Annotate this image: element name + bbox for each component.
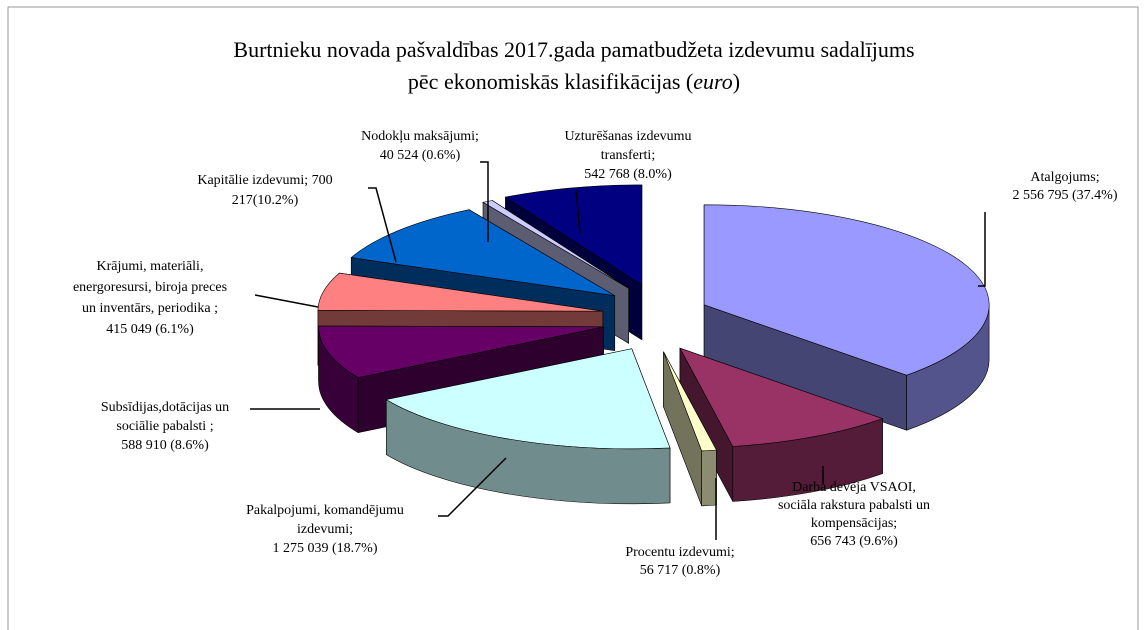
data-label: Nodokļu maksājumi;	[361, 129, 479, 144]
data-label: kompensācijas;	[811, 516, 897, 531]
data-label: Procentu izdevumi;	[625, 545, 734, 560]
pie-slice	[350, 209, 615, 296]
pie-slice	[504, 184, 643, 286]
data-label: 1 275 039 (18.7%)	[273, 541, 378, 556]
data-label: 415 049 (6.1%)	[106, 322, 194, 337]
data-label: Kapitālie izdevumi; 700	[197, 173, 332, 188]
pie-slice	[663, 351, 717, 452]
data-label: Subsīdijas,dotācijas un	[101, 400, 229, 415]
data-label: energoresursi, biroja preces	[73, 280, 227, 295]
leader-line	[978, 212, 986, 287]
chart-title: pēc ekonomiskās klasifikācijas (euro)	[408, 69, 740, 94]
chart-title-part: )	[733, 69, 740, 94]
data-label: 40 524 (0.6%)	[380, 148, 461, 163]
data-label: 217(10.2%)	[232, 193, 299, 208]
data-label: 542 768 (8.0%)	[584, 167, 672, 182]
data-label: Darba devēja VSAOI,	[792, 480, 916, 495]
data-label: un inventārs, periodika ;	[82, 301, 218, 316]
data-label: 588 910 (8.6%)	[121, 438, 209, 453]
data-label: Pakalpojumi, komandējumu	[246, 503, 404, 518]
leader-line	[254, 294, 319, 308]
data-label: Uzturēšanas izdevumu	[564, 129, 691, 144]
pie-slice	[318, 325, 604, 378]
chart-title-part: euro	[693, 69, 733, 94]
leader-line	[368, 187, 397, 263]
leader-line	[480, 161, 489, 242]
leader-line	[575, 189, 581, 235]
data-label: Atalgojums;	[1030, 170, 1099, 185]
pie-slice	[317, 272, 603, 312]
pie-slice-side	[701, 449, 717, 507]
chart-title: Burtnieku novada pašvaldības 2017.gada p…	[233, 37, 914, 62]
data-label: transferti;	[601, 148, 655, 163]
pie-slice	[385, 348, 671, 450]
chart-title-part: pēc ekonomiskās klasifikācijas (	[408, 69, 693, 94]
leader-line	[438, 457, 507, 517]
data-label: 2 556 795 (37.4%)	[1013, 188, 1118, 203]
pie-slice	[679, 347, 884, 447]
data-label: sociālie pabalsti ;	[116, 419, 213, 434]
data-label: 656 743 (9.6%)	[810, 534, 898, 549]
pie-slice	[703, 204, 990, 376]
data-label: Krājumi, materiāli,	[97, 259, 204, 274]
data-label: sociāla rakstura pabalsti un	[778, 498, 930, 513]
data-label: izdevumi;	[297, 522, 353, 537]
data-label: 56 717 (0.8%)	[640, 563, 721, 578]
